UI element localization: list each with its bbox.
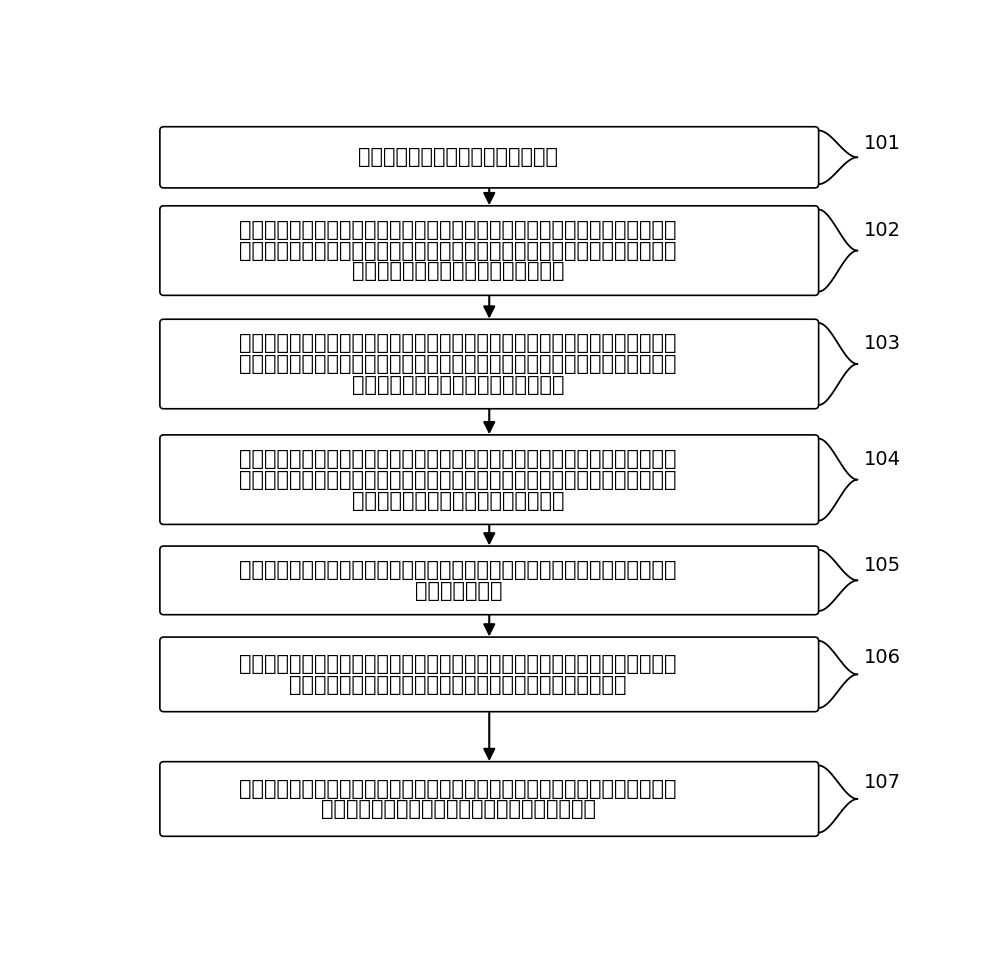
FancyBboxPatch shape	[160, 319, 819, 409]
Text: 记录所述成像点到各个地表观测点的走时信息，该走时信息与所述由炮点至成像: 记录所述成像点到各个地表观测点的走时信息，该走时信息与所述由炮点至成像	[240, 449, 677, 469]
Text: 根据所述地震成像数据映射得到地下成像空间范围，从所述地下成像空间范围内: 根据所述地震成像数据映射得到地下成像空间范围，从所述地下成像空间范围内	[240, 220, 677, 239]
Text: 各支绕射射线的振幅衰减値与对应地所述振幅数値加权后求和，求和的结果为所: 各支绕射射线的振幅衰减値与对应地所述振幅数値加权后求和，求和的结果为所	[240, 778, 677, 798]
Text: 107: 107	[864, 772, 901, 792]
FancyBboxPatch shape	[160, 762, 819, 836]
FancyBboxPatch shape	[160, 127, 819, 188]
Text: 105: 105	[864, 555, 901, 575]
Text: 找出所述初始稳相点相邻的地表观测点，从所述地表观测点获取的地震数据中确: 找出所述初始稳相点相邻的地表观测点，从所述地表观测点获取的地震数据中确	[240, 560, 677, 579]
Text: 104: 104	[864, 450, 901, 469]
Text: 101: 101	[864, 135, 901, 153]
Text: 射线走时信息以及成像点的入射角信息: 射线走时信息以及成像点的入射角信息	[352, 262, 564, 281]
Text: 线的走时信息和实际稳相点计算出各支绕射射线的振幅衰减値: 线的走时信息和实际稳相点计算出各支绕射射线的振幅衰减値	[290, 674, 627, 695]
FancyBboxPatch shape	[160, 435, 819, 524]
Text: 用所述反射波的出射角信息获得出射角对应地表出射线的走时信息；同时，将所: 用所述反射波的出射角信息获得出射角对应地表出射线的走时信息；同时，将所	[240, 354, 677, 374]
Text: 定出实际稳相点: 定出实际稳相点	[415, 580, 502, 601]
Text: 103: 103	[864, 334, 901, 353]
Text: 述地下成像空间范围内对应各个成像点的成像结果: 述地下成像空间范围内对应各个成像点的成像结果	[321, 799, 596, 820]
Text: 任意取成像点，计算获得由炮点至成像点的射线，并记录所述由炮点至成像点的: 任意取成像点，计算获得由炮点至成像点的射线，并记录所述由炮点至成像点的	[240, 240, 677, 261]
FancyBboxPatch shape	[160, 637, 819, 711]
FancyBboxPatch shape	[160, 547, 819, 614]
Text: 根据地震成像数据获得反射波倾角场: 根据地震成像数据获得反射波倾角场	[358, 147, 558, 168]
Text: 出各道地震记录中相应时间的振幅数値: 出各道地震记录中相应时间的振幅数値	[352, 490, 564, 511]
FancyBboxPatch shape	[160, 205, 819, 296]
Text: 根据所述反射波倾角场和所述成像点的入射角信息获得反射波的出射角信息，利: 根据所述反射波倾角场和所述成像点的入射角信息获得反射波的出射角信息，利	[240, 333, 677, 353]
Text: 102: 102	[864, 221, 901, 239]
Text: 106: 106	[864, 648, 901, 667]
Text: 点的射线走时信息求和得到绕射射线走时信息；并通过所述绕射射线走时信息取: 点的射线走时信息求和得到绕射射线走时信息；并通过所述绕射射线走时信息取	[240, 470, 677, 489]
Text: 述出射线与地面的交点定为初始稳相点: 述出射线与地面的交点定为初始稳相点	[352, 375, 564, 395]
Text: 建立绕射波振幅系数曲线方程，由所述绕射射线走时信息、出射角对应地表出射: 建立绕射波振幅系数曲线方程，由所述绕射射线走时信息、出射角对应地表出射	[240, 654, 677, 673]
